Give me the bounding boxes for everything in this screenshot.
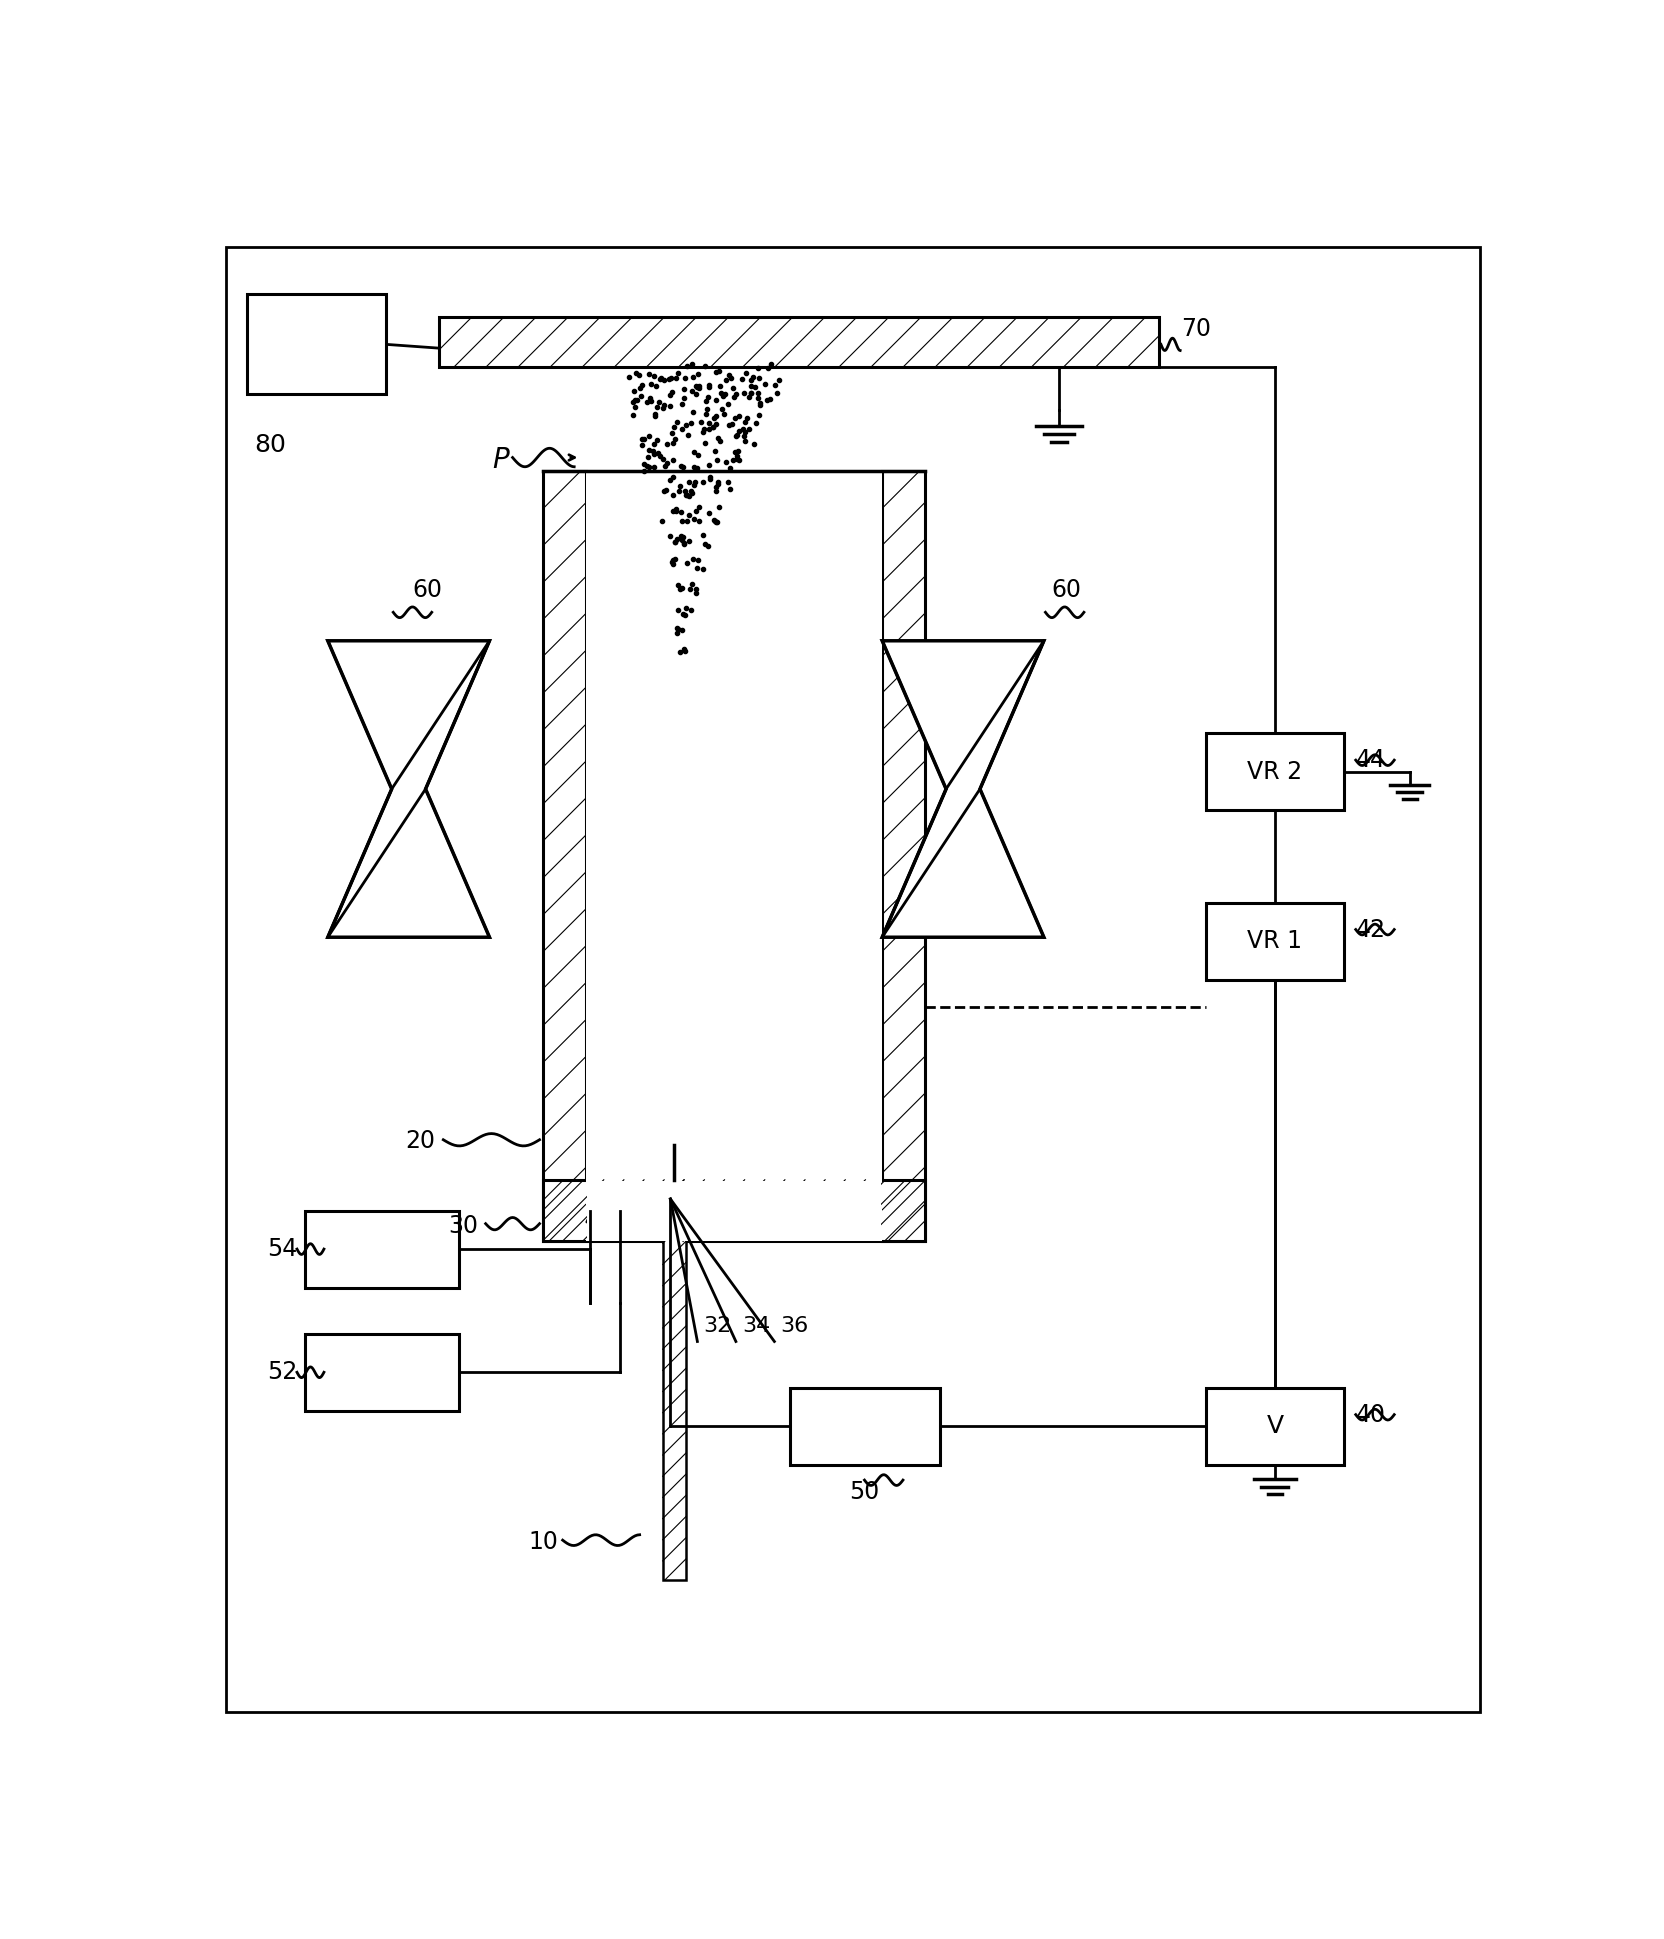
Bar — [542, 1179, 924, 1241]
Bar — [662, 1179, 686, 1580]
Text: 60: 60 — [413, 578, 443, 603]
Polygon shape — [882, 640, 1043, 937]
Text: 36: 36 — [780, 1317, 809, 1336]
Bar — [1205, 733, 1343, 811]
Text: 60: 60 — [1052, 578, 1082, 603]
Text: 30: 30 — [448, 1214, 478, 1237]
Text: 50: 50 — [849, 1479, 879, 1505]
Text: VR 1: VR 1 — [1246, 929, 1301, 954]
Text: P: P — [493, 446, 509, 473]
Text: 10: 10 — [529, 1530, 559, 1553]
Text: 42: 42 — [1354, 917, 1384, 942]
Text: 54: 54 — [266, 1237, 296, 1260]
Bar — [1205, 902, 1343, 979]
Polygon shape — [328, 640, 489, 937]
Text: 80: 80 — [255, 432, 286, 458]
Bar — [586, 471, 882, 1241]
Bar — [882, 471, 924, 1241]
Text: 70: 70 — [1180, 316, 1210, 341]
Text: 20: 20 — [406, 1128, 436, 1154]
Text: 44: 44 — [1354, 748, 1384, 772]
Bar — [439, 318, 1158, 366]
Bar — [1205, 1388, 1343, 1464]
Text: VR 2: VR 2 — [1246, 760, 1301, 783]
Bar — [789, 1388, 940, 1464]
Text: 52: 52 — [266, 1361, 296, 1384]
Bar — [542, 471, 586, 1241]
Bar — [246, 295, 386, 394]
Bar — [305, 1334, 458, 1412]
Bar — [586, 1181, 880, 1241]
Text: 32: 32 — [704, 1317, 732, 1336]
Text: 40: 40 — [1354, 1402, 1384, 1427]
Text: 34: 34 — [742, 1317, 770, 1336]
Bar — [305, 1210, 458, 1287]
Text: V: V — [1266, 1414, 1283, 1439]
